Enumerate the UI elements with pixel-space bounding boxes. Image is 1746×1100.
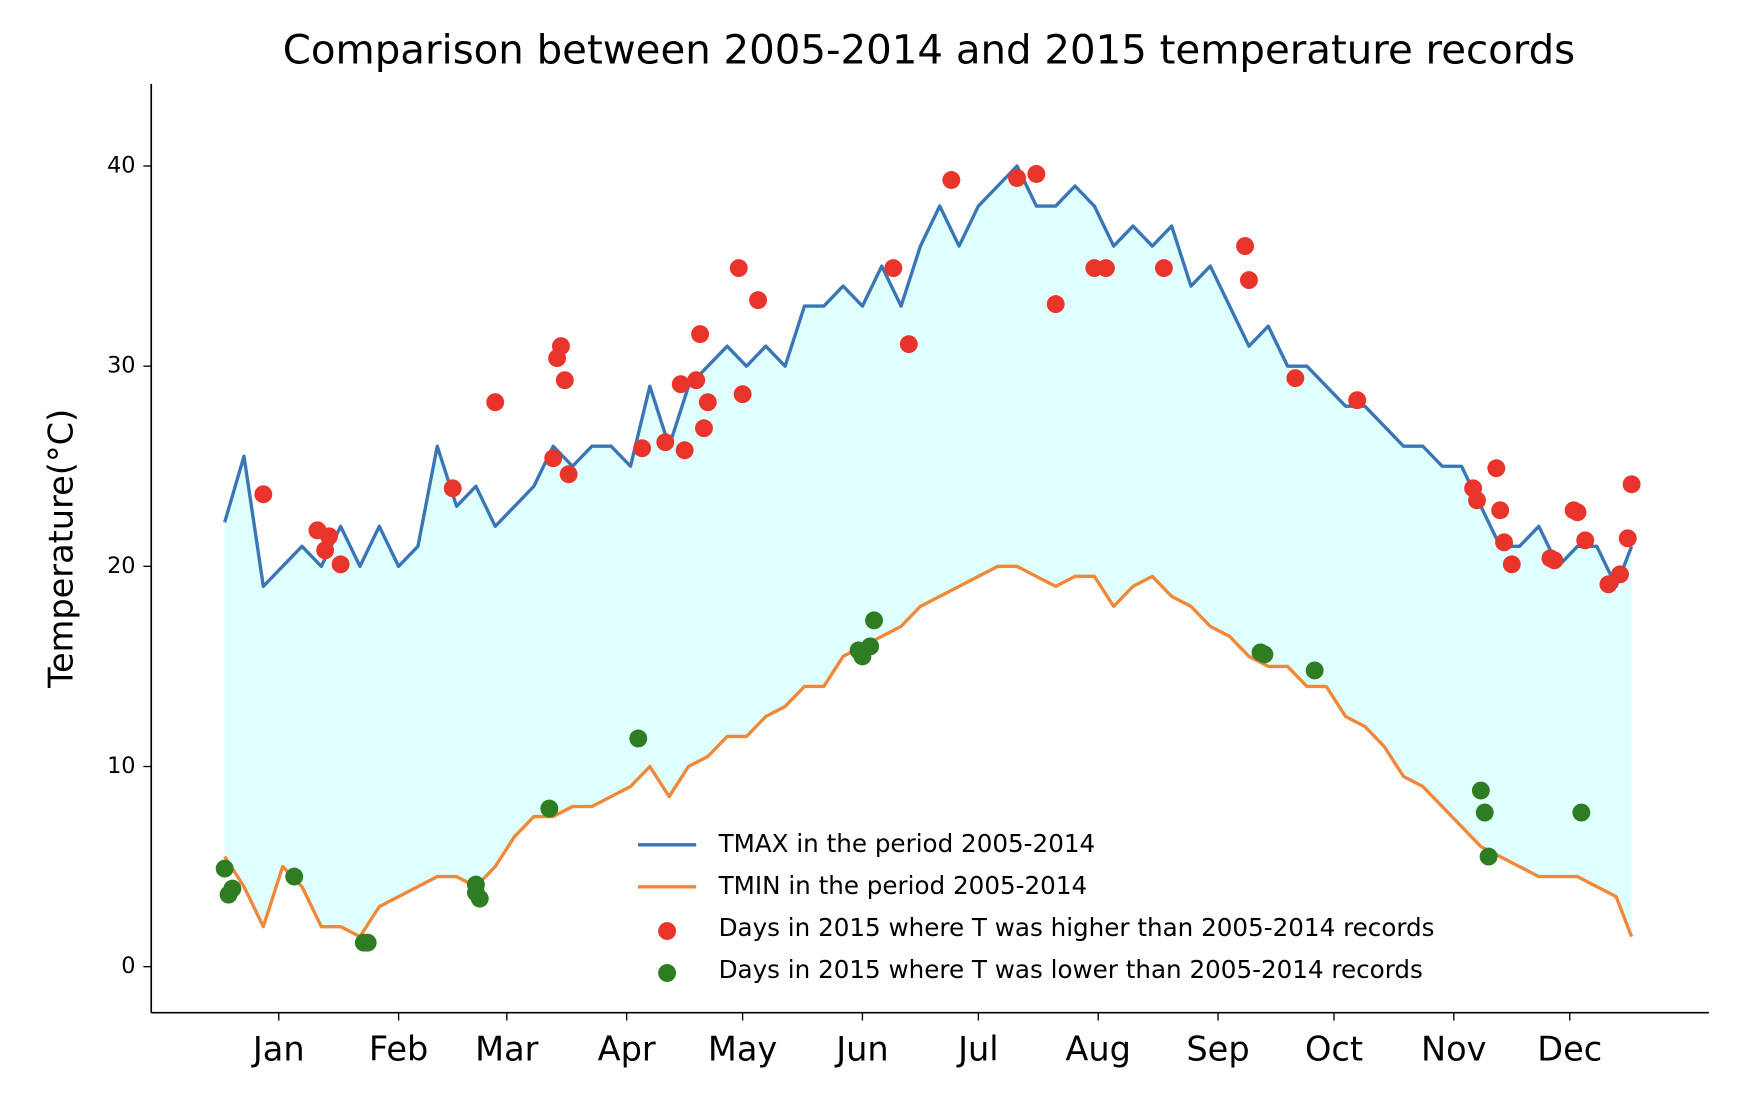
point [698, 393, 717, 412]
y-tick-label: 0 [121, 953, 135, 979]
point [1599, 575, 1618, 594]
point [899, 335, 918, 354]
point [551, 337, 570, 356]
point [223, 879, 242, 898]
point [331, 555, 350, 574]
point [691, 325, 710, 344]
point [1495, 533, 1514, 552]
point [254, 485, 273, 504]
point [1568, 503, 1587, 522]
chart-title: Comparison between 2005-2014 and 2015 te… [283, 28, 1575, 74]
point [1348, 391, 1367, 410]
y-tick-label: 10 [107, 753, 135, 779]
point [1622, 475, 1641, 494]
legend-swatch [658, 964, 677, 982]
point [1572, 803, 1591, 822]
point [1487, 459, 1506, 478]
point [358, 933, 377, 952]
point [316, 541, 335, 560]
x-tick-label: Feb [369, 1029, 428, 1068]
x-tick-label: Oct [1305, 1029, 1363, 1068]
legend-label: TMAX in the period 2005-2014 [718, 829, 1096, 858]
point [443, 479, 462, 498]
point [1046, 295, 1065, 314]
point [671, 375, 690, 394]
x-tick-label: Sep [1186, 1029, 1249, 1068]
point [687, 371, 706, 390]
x-tick-label: Jul [956, 1029, 999, 1068]
point [1154, 259, 1173, 278]
point [1027, 165, 1046, 183]
point [1479, 847, 1498, 866]
x-tick-label: Jun [834, 1029, 888, 1068]
point [470, 889, 489, 908]
point [540, 799, 559, 818]
point [486, 393, 505, 412]
x-tick-label: Apr [598, 1029, 656, 1068]
y-tick-label: 40 [107, 152, 135, 178]
point [749, 291, 768, 310]
point [629, 729, 648, 748]
point [1576, 531, 1595, 550]
x-tick-label: Dec [1537, 1029, 1602, 1068]
point [1286, 369, 1305, 388]
x-tick-label: Jan [251, 1029, 305, 1068]
point [1305, 661, 1324, 680]
x-tick-label: Aug [1065, 1029, 1131, 1068]
point [633, 439, 652, 458]
point [215, 859, 234, 878]
point [733, 385, 752, 404]
legend-label: Days in 2015 where T was higher than 200… [719, 913, 1435, 942]
legend-swatch [658, 922, 677, 940]
point [559, 465, 578, 484]
range-fill [224, 165, 1632, 937]
point [695, 419, 713, 438]
point [1008, 169, 1026, 187]
point [1468, 491, 1486, 510]
point [1502, 555, 1521, 574]
point [861, 637, 880, 656]
line [223, 564, 1634, 939]
point [1255, 645, 1274, 664]
point [884, 259, 903, 278]
line [223, 164, 1634, 589]
x-tick-label: Mar [475, 1029, 539, 1068]
point [729, 259, 748, 278]
y-axis-label: Temperature(°C) [41, 409, 80, 689]
point [555, 371, 574, 390]
x-tick-label: May [708, 1029, 777, 1068]
point [1491, 501, 1510, 520]
point [1611, 565, 1629, 584]
x-tick-label: Nov [1421, 1029, 1487, 1068]
y-tick-label: 20 [107, 553, 135, 579]
point [1618, 529, 1637, 548]
point [1471, 781, 1490, 800]
point [942, 171, 961, 189]
y-tick-label: 30 [107, 353, 135, 379]
point [1096, 259, 1115, 278]
point [320, 527, 338, 546]
point [285, 867, 304, 886]
point [1239, 271, 1258, 290]
point [544, 449, 563, 468]
point [865, 611, 883, 630]
point [1236, 237, 1255, 256]
point [656, 433, 675, 452]
point [1545, 551, 1564, 570]
point [1475, 803, 1494, 822]
legend-label: TMIN in the period 2005-2014 [718, 871, 1088, 900]
point [675, 441, 694, 460]
legend-label: Days in 2015 where T was lower than 2005… [719, 955, 1423, 984]
